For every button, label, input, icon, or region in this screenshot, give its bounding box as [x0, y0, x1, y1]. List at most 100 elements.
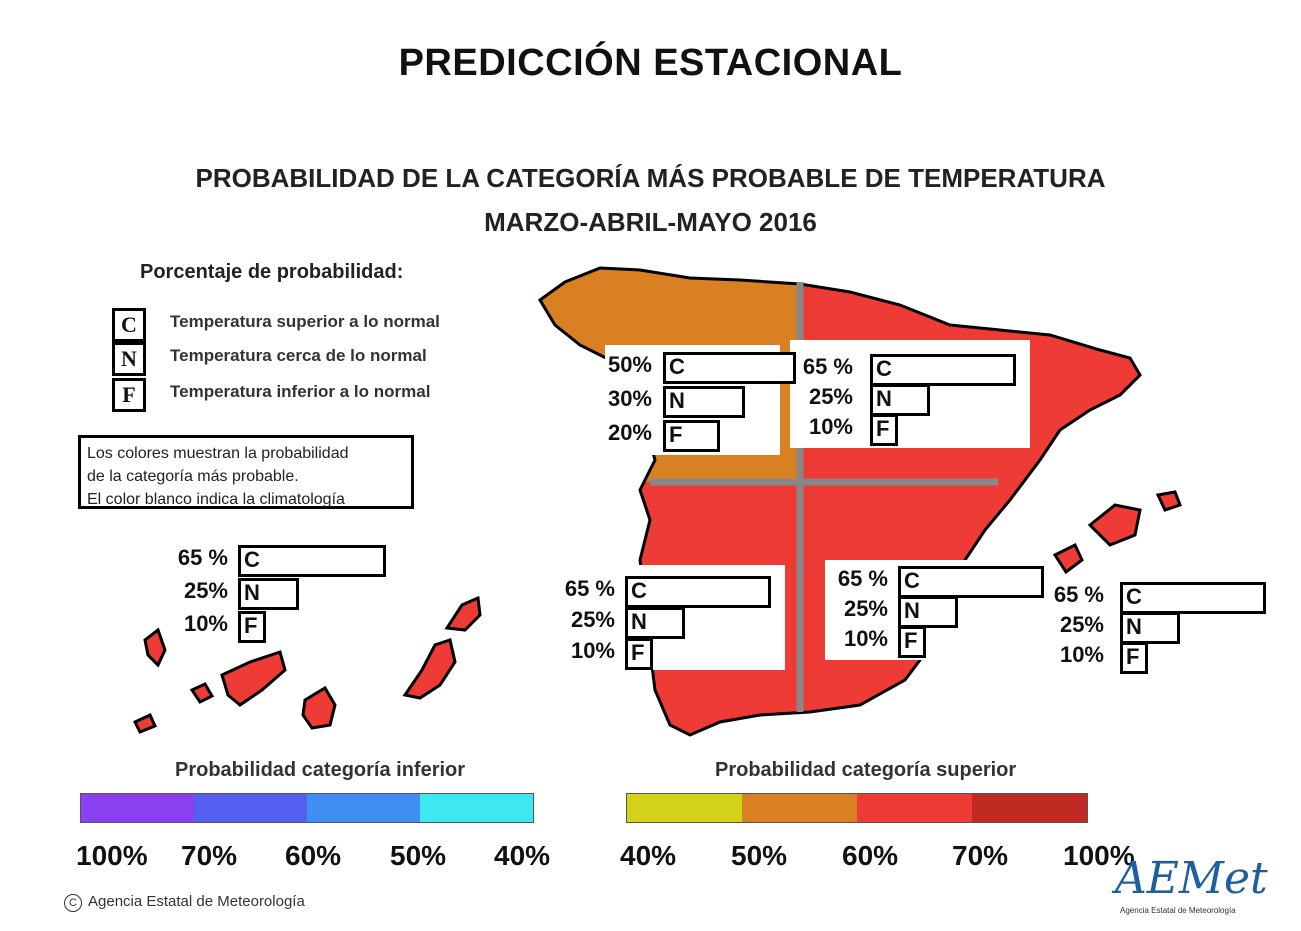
bar-category-letter: F	[1126, 644, 1140, 669]
bar-category-letter: F	[631, 640, 645, 665]
aemet-logo-subtitle: Agencia Estatal de Meteorología	[1120, 906, 1236, 915]
category-box-c: C	[112, 308, 146, 342]
scale-tick-label: 70%	[952, 840, 1009, 871]
bar-percent-label: 10%	[843, 626, 888, 651]
category-label-c: Temperatura superior a lo normal	[170, 312, 440, 331]
scale-inferior-bar	[80, 793, 534, 823]
peninsula	[540, 268, 1140, 735]
bar-category-letter: C	[244, 547, 260, 572]
page-title: PREDICCIÓN ESTACIONAL	[398, 42, 903, 84]
legend-note-line: de la categoría más probable.	[87, 468, 299, 485]
bar-percent-label: 50%	[607, 352, 652, 377]
scale-tick-label: 100%	[1063, 840, 1135, 871]
bar-category-letter: N	[244, 580, 260, 605]
bar-percent-label: 25%	[843, 596, 888, 621]
legend-note: Los colores muestran la probabilidad de …	[78, 435, 414, 509]
scale-tick-label: 40%	[494, 840, 551, 871]
scale-inferior-labels: 100% 70% 60% 50% 40%	[76, 840, 556, 876]
category-box-f: F	[112, 378, 146, 412]
scale-tick-label: 50%	[390, 840, 447, 871]
bar-category-letter: F	[244, 613, 258, 638]
probability-bar: F	[898, 626, 926, 658]
bar-category-letter: C	[1126, 584, 1142, 609]
bar-category-letter: N	[876, 386, 892, 411]
bar-category-letter: F	[876, 416, 890, 441]
map-subtitle: MARZO-ABRIL-MAYO 2016	[484, 207, 817, 237]
probability-bar: N	[625, 607, 685, 639]
category-label-n: Temperatura cerca de lo normal	[170, 346, 427, 365]
bar-category-letter: C	[876, 356, 892, 381]
bar-category-letter: F	[669, 422, 683, 447]
baleares-islands	[1052, 490, 1182, 575]
probability-bar: N	[238, 578, 299, 610]
scale-segment	[194, 794, 307, 822]
probability-bar: C	[870, 354, 1016, 386]
bar-category-letter: C	[904, 568, 920, 593]
bar-percent-label: 10%	[183, 611, 228, 636]
scale-segment	[307, 794, 420, 822]
probability-bar: C	[663, 352, 796, 384]
scale-superior-labels: 40% 50% 60% 70% 100%	[620, 840, 1135, 876]
probability-bar: C	[625, 576, 771, 608]
probability-bar: F	[238, 611, 266, 643]
probability-bar: C	[898, 566, 1044, 598]
scale-segment	[627, 794, 742, 822]
copyright-icon: C	[64, 894, 82, 912]
legend-note-line: Los colores muestran la probabilidad	[87, 445, 349, 462]
bar-percent-label: 65 %	[1053, 582, 1104, 607]
bar-percent-label: 10%	[570, 638, 615, 663]
scale-tick-label: 60%	[285, 840, 342, 871]
scale-tick-label: 50%	[731, 840, 788, 871]
category-label-f: Temperatura inferior a lo normal	[170, 382, 431, 401]
bar-category-letter: N	[631, 609, 647, 634]
probability-bar: N	[663, 386, 745, 418]
probability-bar: C	[238, 545, 386, 577]
bar-percent-label: 65 %	[564, 576, 615, 601]
aemet-logo: AEMet	[1115, 853, 1268, 904]
scale-segment	[81, 794, 194, 822]
bar-percent-label: 30%	[607, 386, 652, 411]
credit: C Agencia Estatal de Meteorología	[64, 893, 305, 912]
bar-percent-label: 65 %	[802, 354, 853, 379]
bar-percent-label: 20%	[607, 420, 652, 445]
map-title: PROBABILIDAD DE LA CATEGORÍA MÁS PROBABL…	[195, 163, 1106, 193]
scale-segment	[742, 794, 857, 822]
probability-bar: N	[898, 596, 958, 628]
bar-percent-label: 25%	[1059, 612, 1104, 637]
canarias-islands	[132, 595, 482, 734]
bar-percent-label: 65 %	[177, 545, 228, 570]
legend-note-line: El color blanco indica la climatología	[87, 491, 345, 508]
probability-bar: F	[870, 414, 898, 446]
scale-inferior-heading: Probabilidad categoría inferior	[175, 759, 466, 781]
scale-tick-label: 70%	[181, 840, 238, 871]
bar-category-letter: C	[631, 578, 647, 603]
bar-category-letter: N	[669, 388, 685, 413]
probability-bar: F	[625, 638, 653, 670]
bar-category-letter: N	[1126, 614, 1142, 639]
category-box-n: N	[112, 342, 146, 376]
probability-bar: F	[1120, 642, 1148, 674]
bar-percent-label: 10%	[1059, 642, 1104, 667]
scale-tick-label: 40%	[620, 840, 677, 871]
bar-percent-label: 25%	[808, 384, 853, 409]
bar-percent-label: 25%	[183, 578, 228, 603]
bar-percent-label: 25%	[570, 607, 615, 632]
bar-category-letter: F	[904, 628, 918, 653]
probability-bar: N	[1120, 612, 1180, 644]
credit-text: Agencia Estatal de Meteorología	[88, 893, 305, 910]
bar-percent-label: 10%	[808, 414, 853, 439]
scale-superior-bar	[626, 793, 1088, 823]
scale-segment	[972, 794, 1087, 822]
scale-segment	[857, 794, 972, 822]
probability-bar: N	[870, 384, 930, 416]
probability-bar: C	[1120, 582, 1266, 614]
scale-segment	[420, 794, 533, 822]
scale-tick-label: 60%	[842, 840, 899, 871]
bar-category-letter: N	[904, 598, 920, 623]
scale-tick-label: 100%	[76, 840, 148, 871]
bar-percent-label: 65 %	[837, 566, 888, 591]
legend-heading: Porcentaje de probabilidad:	[140, 261, 404, 283]
bar-category-letter: C	[669, 354, 685, 379]
scale-superior-heading: Probabilidad categoría superior	[715, 759, 1017, 781]
probability-bar: F	[663, 420, 720, 452]
